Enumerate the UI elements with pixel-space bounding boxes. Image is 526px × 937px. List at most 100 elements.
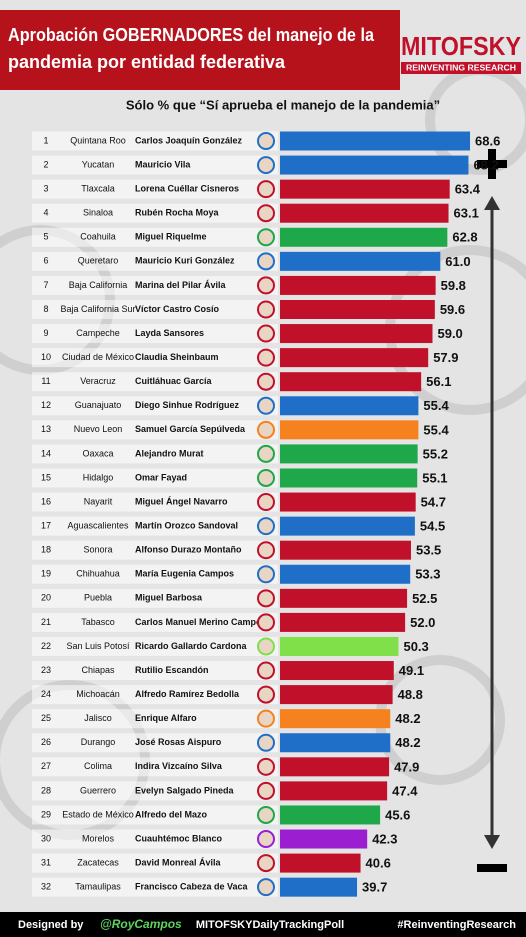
bar <box>280 179 450 199</box>
row-background <box>32 877 278 897</box>
rank: 8 <box>43 304 48 314</box>
rank: 22 <box>41 641 51 651</box>
governor-photo <box>257 180 275 199</box>
state: Baja California <box>69 280 128 290</box>
footer-hashtag: #ReinventingResearch <box>397 919 516 931</box>
value-label: 55.2 <box>423 446 448 461</box>
governor-photo <box>257 661 275 680</box>
row-background <box>32 685 278 705</box>
governor-photo <box>257 781 275 800</box>
governor: Samuel García Sepúlveda <box>135 424 246 434</box>
bar <box>280 661 394 681</box>
rank: 26 <box>41 737 51 747</box>
governor: Indira Vizcaíno Silva <box>135 761 223 771</box>
bar <box>280 324 433 344</box>
state: Estado de México <box>62 809 134 819</box>
governor: Miguel Ángel Navarro <box>135 496 228 506</box>
state: San Luis Potosí <box>66 641 130 651</box>
row-background <box>32 492 278 512</box>
rank: 29 <box>41 809 51 819</box>
rank: 23 <box>41 665 51 675</box>
bar <box>280 781 388 801</box>
brand: MITOFSKY <box>401 31 521 61</box>
state: Chihuahua <box>76 569 120 579</box>
tagline: REINVENTING RESEARCH <box>406 64 516 73</box>
rank: 24 <box>41 689 51 699</box>
row-background <box>32 709 278 729</box>
row-background <box>32 324 278 344</box>
rank: 17 <box>41 520 51 530</box>
governor-photo <box>257 396 275 415</box>
value-label: 48.8 <box>398 687 423 702</box>
rank: 11 <box>41 376 50 386</box>
rank: 2 <box>43 159 48 169</box>
governor-photo <box>257 468 275 487</box>
row-background <box>32 275 278 295</box>
rank: 16 <box>41 496 51 506</box>
bar <box>280 540 411 560</box>
state: Yucatan <box>82 159 115 169</box>
state: Michoacán <box>76 689 120 699</box>
value-label: 55.1 <box>422 470 447 485</box>
bar <box>280 299 435 319</box>
row-background <box>32 203 278 223</box>
bar <box>280 131 471 151</box>
governor: Martín Orozco Sandoval <box>135 520 238 530</box>
value-label: 53.3 <box>415 567 440 582</box>
bar <box>280 588 408 608</box>
state: Jalisco <box>84 713 112 723</box>
value-label: 52.5 <box>412 591 437 606</box>
governor-photo <box>257 589 275 608</box>
rank: 14 <box>41 448 51 458</box>
state: Oaxaca <box>82 448 113 458</box>
value-label: 53.5 <box>416 543 441 558</box>
governor: Mauricio Kuri González <box>135 256 235 266</box>
state: Guerrero <box>80 785 116 795</box>
governor-photo <box>257 685 275 704</box>
bar <box>280 685 393 705</box>
value-label: 45.6 <box>385 807 410 822</box>
value-label: 59.8 <box>441 278 466 293</box>
title-line: Aprobación GOBERNADORES del manejo de la <box>8 25 375 45</box>
rank: 18 <box>41 545 51 555</box>
governor-photo <box>257 156 275 175</box>
governor: Cuitláhuac García <box>135 376 213 386</box>
bar <box>280 420 419 440</box>
governor-photo <box>257 830 275 849</box>
governor-photo <box>257 493 275 512</box>
row-background <box>32 372 278 392</box>
governor: Lorena Cuéllar Cisneros <box>135 184 239 194</box>
row-background <box>32 299 278 319</box>
rank: 28 <box>41 785 51 795</box>
footer-bar <box>0 912 526 937</box>
governor-photo <box>257 420 275 439</box>
value-label: 40.6 <box>366 856 391 871</box>
governor: Alfonso Durazo Montaño <box>135 545 242 555</box>
rank: 6 <box>43 256 48 266</box>
value-label: 59.0 <box>437 326 462 341</box>
value-label: 54.7 <box>421 494 446 509</box>
bar <box>280 251 441 271</box>
state: Veracruz <box>80 376 116 386</box>
governor: Miguel Barbosa <box>135 593 203 603</box>
governor-photo <box>257 541 275 560</box>
state: Aguascalientes <box>67 520 129 530</box>
governor: Carlos Joaquín González <box>135 135 243 145</box>
governor-photo <box>257 878 275 897</box>
value-label: 49.1 <box>399 663 424 678</box>
state: Sinaloa <box>83 208 113 218</box>
bar <box>280 805 381 825</box>
bar <box>280 396 419 416</box>
rank: 7 <box>43 280 48 290</box>
governor: Ricardo Gallardo Cardona <box>135 641 248 651</box>
governor-photo <box>257 204 275 223</box>
governor-photo <box>257 324 275 343</box>
governor: Alfredo Ramírez Bedolla <box>135 689 240 699</box>
rank: 4 <box>43 208 48 218</box>
value-label: 39.7 <box>362 880 387 895</box>
value-label: 50.3 <box>403 639 428 654</box>
bar <box>280 757 390 777</box>
row-background <box>32 757 278 777</box>
row-background <box>32 661 278 681</box>
